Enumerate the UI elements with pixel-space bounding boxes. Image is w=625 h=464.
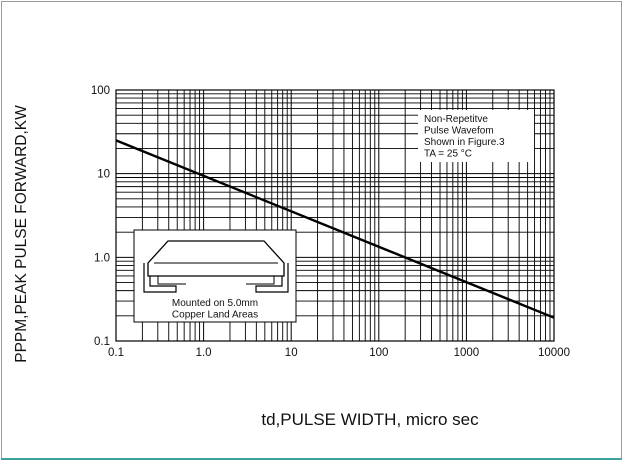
conditions-text: TA = 25 °C xyxy=(424,149,472,160)
x-tick-label: 100 xyxy=(369,347,388,359)
y-axis-label: PPPM,PEAK PULSE FORWARD,KW xyxy=(13,105,30,363)
y-tick-label: 100 xyxy=(91,85,110,97)
x-tick-label: 10 xyxy=(285,347,298,359)
conditions-text: Pulse Wavefom xyxy=(424,126,494,137)
y-tick-label: 1.0 xyxy=(94,252,110,264)
x-tick-label: 0.1 xyxy=(108,347,124,359)
conditions-box xyxy=(418,110,534,162)
conditions-text: Non-Repetitve xyxy=(424,114,488,125)
left-lead xyxy=(143,263,177,293)
inset-text: Mounted on 5.0mm xyxy=(172,298,258,309)
right-lead-inner xyxy=(246,276,275,285)
conditions-text: Shown in Figure.3 xyxy=(424,137,505,148)
series-line xyxy=(115,139,555,319)
x-tick-label: 1.0 xyxy=(196,347,212,359)
y-tick-label: 10 xyxy=(97,169,110,181)
x-tick-label: 10000 xyxy=(538,347,570,359)
plot-area-border xyxy=(115,89,555,342)
inset-text: Copper Land Areas xyxy=(172,310,258,321)
x-axis-label: td,PULSE WIDTH, micro sec xyxy=(261,410,479,429)
x-tick-label: 1000 xyxy=(454,347,480,359)
left-lead-inner xyxy=(157,276,186,285)
y-tick-label: 0.1 xyxy=(94,336,110,348)
right-lead xyxy=(255,263,289,293)
package-outline xyxy=(147,240,285,277)
